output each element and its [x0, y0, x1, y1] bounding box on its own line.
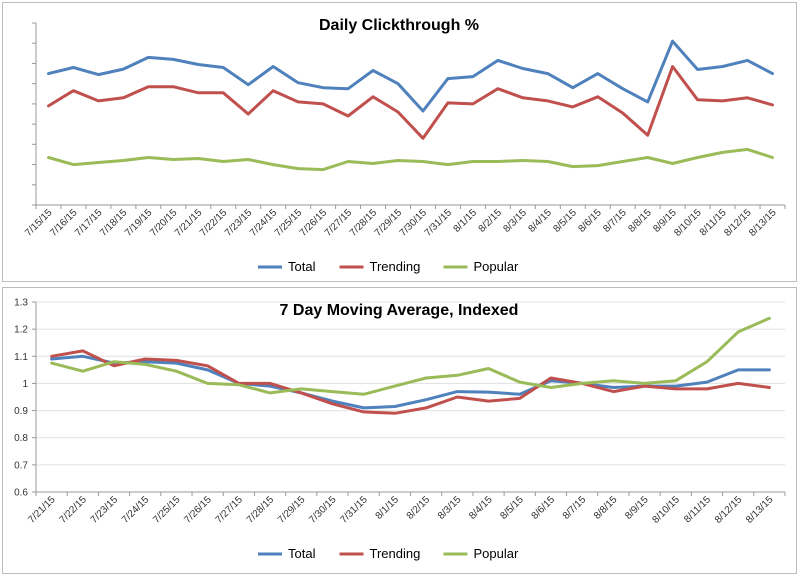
series-lines — [47, 39, 774, 172]
legend-entry-total: Total — [258, 546, 316, 561]
legend-entry-trending: Trending — [339, 259, 421, 274]
x-tick-label: 8/7/15 — [561, 494, 589, 522]
y-tick-label: 1 — [22, 379, 28, 390]
y-tick-label: 0.7 — [14, 460, 28, 471]
daily-clickthrough-chart: Daily Clickthrough % 7/15/15 7/16/15 7/17/… — [2, 2, 797, 282]
x-tick-label: 8/13/15 — [744, 494, 776, 526]
y-tick-label: 0.8 — [14, 433, 28, 444]
legend-entry-trending: Trending — [339, 546, 421, 561]
y-tick-labels: 0.6 0.7 0.8 0.9 1 1.1 1.2 1.3 — [14, 298, 28, 499]
x-tick-label: 8/13/15 — [747, 207, 779, 239]
x-tick-label: 8/9/15 — [623, 494, 651, 522]
legend: Total Trending Popular — [258, 546, 519, 561]
legend-label: Total — [288, 259, 316, 274]
moving-average-chart: 7 Day Moving Average, Indexed 0.6 0.7 0.8 0… — [2, 287, 797, 574]
y-tick-label: 0.9 — [14, 406, 28, 417]
x-tick-label: 7/21/15 — [26, 494, 58, 526]
legend-label: Trending — [370, 259, 421, 274]
x-tick-label: 8/3/15 — [436, 494, 464, 522]
daily-clickthrough-svg: Daily Clickthrough % 7/15/157/16/157/17/… — [23, 17, 786, 274]
x-tick-label: 8/6/15 — [576, 207, 604, 235]
axes — [32, 301, 786, 496]
x-tick-label: 8/11/15 — [682, 494, 713, 525]
x-tick-label: 7/28/15 — [245, 494, 277, 526]
x-tick-label: 8/5/15 — [498, 494, 526, 522]
series-line-popular — [50, 316, 771, 396]
axes — [32, 22, 786, 209]
x-tick-label: 7/23/15 — [89, 494, 121, 526]
x-tick-label: 7/26/15 — [182, 494, 214, 526]
x-tick-labels: 7/15/157/16/157/17/157/18/157/19/157/20/… — [23, 207, 779, 239]
x-tick-labels: 7/21/15 7/22/15 7/23/15 7/24/15 7/25/15 7/26/… — [26, 494, 775, 526]
moving-average-svg: 7 Day Moving Average, Indexed 0.60.70.80… — [14, 298, 786, 561]
x-tick-label: 7/29/15 — [276, 494, 308, 526]
legend-label: Popular — [474, 259, 519, 274]
x-tick-label: 8/1/15 — [374, 494, 402, 522]
legend-label: Trending — [370, 546, 421, 561]
x-tick-label: 8/3/15 — [502, 207, 530, 235]
x-tick-label: 8/5/15 — [551, 207, 579, 235]
y-tick-label: 1.2 — [14, 325, 28, 336]
x-tick-label: 8/8/15 — [592, 494, 620, 522]
x-tick-label: 7/30/15 — [307, 494, 339, 526]
x-tick-label: 8/7/15 — [601, 207, 629, 235]
x-tick-label: 8/10/15 — [651, 494, 683, 526]
x-tick-label: 7/24/15 — [120, 494, 152, 526]
x-tick-label: 8/12/15 — [713, 494, 745, 526]
legend: Total Trending Popular — [258, 259, 519, 274]
x-tick-label: 7/27/15 — [214, 494, 246, 526]
series-line-total — [47, 39, 774, 113]
legend-entry-popular: Popular — [443, 259, 519, 274]
x-tick-label: 8/4/15 — [467, 494, 495, 522]
x-tick-label: 8/8/15 — [626, 207, 654, 235]
x-tick-label: 7/31/15 — [423, 207, 455, 239]
legend-label: Popular — [474, 546, 519, 561]
x-tick-label: 8/2/15 — [477, 207, 505, 235]
x-tick-label: 7/22/15 — [58, 494, 90, 526]
y-tick-label: 0.6 — [14, 488, 28, 499]
x-tick-label: 7/25/15 — [151, 494, 183, 526]
series-line-trending — [50, 349, 771, 415]
series-line-trending — [47, 65, 774, 140]
x-tick-label: 8/10/15 — [672, 207, 704, 239]
series-lines — [50, 316, 771, 415]
legend-entry-popular: Popular — [443, 546, 519, 561]
legend-label: Total — [288, 546, 316, 561]
chart-title: 7 Day Moving Average, Indexed — [280, 302, 519, 319]
x-tick-label: 8/2/15 — [405, 494, 433, 522]
x-tick-label: 8/6/15 — [530, 494, 558, 522]
series-line-popular — [47, 147, 774, 172]
x-tick-label: 8/4/15 — [526, 207, 554, 235]
x-tick-label: 7/31/15 — [338, 494, 370, 526]
y-tick-label: 1.1 — [14, 352, 28, 363]
legend-entry-total: Total — [258, 259, 316, 274]
chart-title: Daily Clickthrough % — [319, 17, 479, 34]
y-tick-label: 1.3 — [14, 298, 28, 309]
x-tick-label: 8/1/15 — [452, 207, 480, 235]
